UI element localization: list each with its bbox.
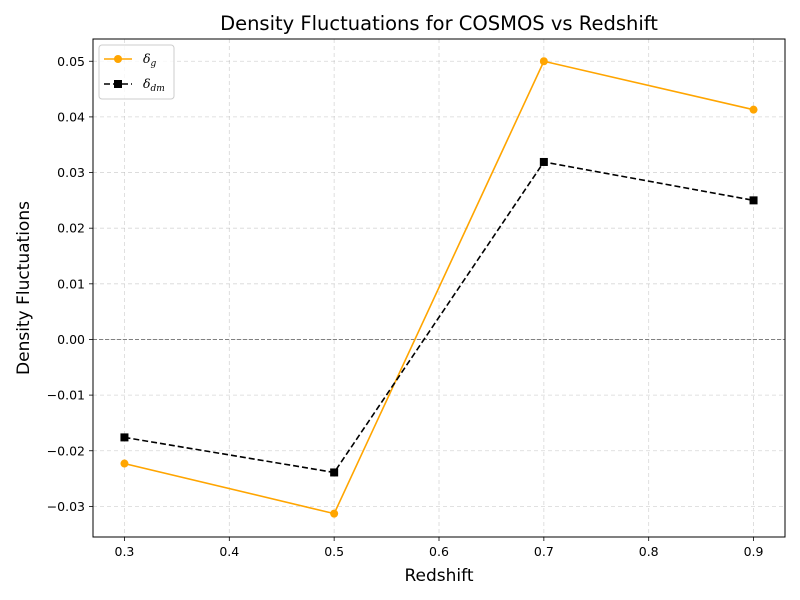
x-tick-label: 0.3	[115, 544, 135, 559]
x-tick-label: 0.5	[324, 544, 344, 559]
series-line	[124, 60, 754, 515]
y-tick-label: 0.04	[57, 109, 85, 124]
series-group	[120, 157, 758, 477]
data-point-square	[539, 157, 548, 166]
legend-marker-circle	[114, 55, 122, 63]
x-tick-label: 0.6	[429, 544, 449, 559]
y-tick-label: 0.02	[57, 221, 85, 236]
legend-label: δdm	[143, 76, 165, 94]
data-point-circle	[539, 57, 548, 66]
series-line	[124, 161, 754, 474]
y-tick-label: 0.05	[57, 54, 85, 69]
x-tick-label: 0.7	[534, 544, 554, 559]
y-tick-label: 0.01	[57, 276, 85, 291]
y-tick-label: 0.03	[57, 165, 85, 180]
x-tick-label: 0.4	[219, 544, 239, 559]
ticks-layer: 0.3 0.4 0.5 0.6 0.7 0.8 0.9 −0.03 −0.02 −0.01 0.00…	[47, 54, 764, 559]
data-point-square	[120, 433, 129, 442]
x-tick-label: 0.8	[639, 544, 659, 559]
data-point-circle	[120, 459, 129, 468]
series-layer	[120, 57, 758, 518]
y-tick-label: −0.02	[47, 443, 85, 458]
data-point-square	[330, 468, 339, 477]
legend: δg δdm	[98, 44, 175, 100]
data-point-circle	[330, 509, 339, 518]
series-group	[120, 57, 758, 518]
y-axis-title: Density Fluctuations	[14, 201, 34, 375]
legend-marker-square	[114, 80, 122, 88]
legend-label: δg	[143, 51, 157, 69]
y-tick-label: 0.00	[57, 332, 85, 347]
data-point-square	[749, 196, 758, 205]
y-tick-label: −0.01	[47, 388, 85, 403]
y-tick-label: −0.03	[47, 499, 85, 514]
x-tick-label: 0.9	[744, 544, 764, 559]
x-axis-title: Redshift	[404, 566, 473, 586]
chart-title: Density Fluctuations for COSMOS vs Redsh…	[220, 12, 658, 35]
data-point-circle	[749, 105, 758, 114]
